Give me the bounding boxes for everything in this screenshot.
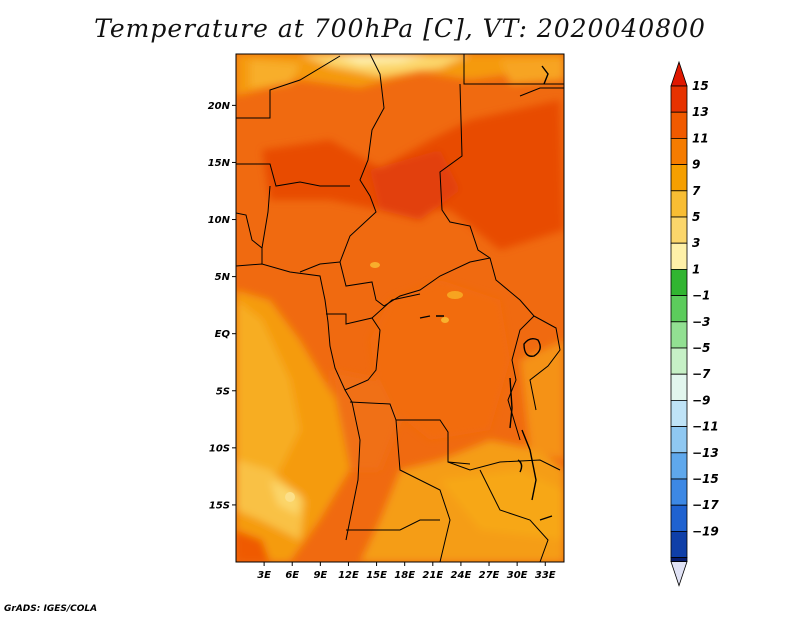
lon-tick-label: 27E — [479, 570, 500, 581]
colorbar-swatch — [670, 111, 688, 139]
lat-tick-label: 5N — [215, 272, 231, 283]
lat-tick-label: 15N — [208, 158, 231, 169]
lon-tick-label: 18E — [394, 570, 415, 581]
lakes — [419, 65, 553, 521]
lat-tick-label: 5S — [216, 386, 230, 397]
colorbar-label: 11 — [692, 131, 709, 145]
colorbar-top-arrow — [670, 60, 688, 87]
lon-tick-label: 30E — [507, 570, 528, 581]
lat-tick-label: 10N — [208, 215, 231, 226]
colorbar-swatch — [670, 426, 688, 454]
lat-tick-label: EQ — [215, 329, 231, 340]
colorbar-swatch — [670, 321, 688, 349]
lat-tick-label: 10S — [209, 443, 230, 454]
colorbar-swatch — [670, 85, 688, 113]
country-borders — [236, 54, 564, 562]
colorbar-bottom-arrow — [670, 561, 688, 587]
colorbar-swatch — [670, 504, 688, 532]
colorbar-swatch — [670, 216, 688, 244]
colorbar-label: −19 — [692, 524, 719, 538]
colorbar-label: −15 — [692, 472, 719, 486]
colorbar-swatch — [670, 557, 688, 562]
colorbar-label: 7 — [692, 184, 701, 198]
colorbar-label: −3 — [692, 315, 710, 329]
colorbar-swatch — [670, 164, 688, 192]
colorbar-label: 13 — [692, 105, 709, 119]
lon-tick-label: 6E — [285, 570, 299, 581]
colorbar-swatch — [670, 478, 688, 506]
colorbar-swatch — [670, 399, 688, 427]
colorbar-swatch — [670, 295, 688, 323]
map-frame — [235, 53, 565, 563]
grads-credit: GrADS: IGES/COLA — [4, 604, 98, 614]
lon-tick-label: 15E — [366, 570, 387, 581]
colorbar-label: −11 — [692, 420, 719, 434]
colorbar-label: −13 — [692, 446, 719, 460]
lon-tick-label: 9E — [313, 570, 327, 581]
colorbar-label: −1 — [692, 289, 710, 303]
colorbar-label: 15 — [692, 79, 709, 93]
colorbar-label: 9 — [692, 158, 700, 172]
colorbar-label: 5 — [692, 210, 700, 224]
colorbar-swatch — [670, 452, 688, 480]
colorbar-label: −17 — [692, 498, 719, 512]
axis-ticks: 20N 15N 10N 5N EQ 5S 10S 15S 3E 6E 9E 12E 15E 18E 21E 2… — [208, 101, 556, 581]
temperature-field — [236, 54, 564, 562]
colorbar-swatch — [670, 531, 688, 559]
colorbar-swatch — [670, 373, 688, 401]
colorbar-swatch — [670, 137, 688, 165]
colorbar-swatch — [670, 268, 688, 296]
colorbar: 15 13 11 9 7 5 3 1 −1 −3 −5 −7 −9 −11 −13 −15 −17 −19 — [670, 60, 719, 587]
lon-tick-label: 3E — [257, 570, 271, 581]
lat-tick-label: 15S — [209, 500, 230, 511]
colorbar-label: −9 — [692, 393, 710, 407]
colorbar-label: −7 — [692, 367, 711, 381]
colorbar-swatch — [670, 190, 688, 218]
lat-tick-label: 20N — [208, 101, 231, 112]
colorbar-label: −5 — [692, 341, 710, 355]
colorbar-label: 3 — [692, 236, 700, 250]
colorbar-swatch — [670, 242, 688, 270]
colorbar-swatch — [670, 347, 688, 375]
map-title: Temperature at 700hPa [C], VT: 202004080… — [94, 14, 706, 43]
lon-tick-label: 21E — [422, 570, 443, 581]
lon-tick-label: 24E — [451, 570, 472, 581]
lon-tick-label: 33E — [535, 570, 556, 581]
colorbar-label: 1 — [692, 262, 700, 276]
lon-tick-label: 12E — [338, 570, 359, 581]
